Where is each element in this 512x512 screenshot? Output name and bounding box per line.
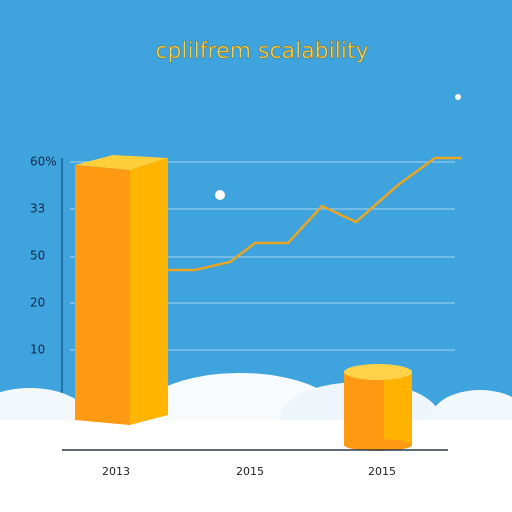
y-axis-labels: 60% 33 50 20 10 — [30, 155, 57, 357]
x-axis-label: 2015 — [236, 465, 264, 478]
x-axis-label: 2015 — [368, 465, 396, 478]
y-axis-label: 60% — [30, 155, 57, 169]
x-axis-label: 2013 — [102, 465, 130, 478]
tall-bar — [75, 155, 168, 425]
y-axis-label: 10 — [30, 343, 45, 357]
x-axis-labels: 2013 2015 2015 — [102, 465, 396, 478]
trend-line — [165, 156, 462, 272]
dot — [215, 190, 225, 200]
dot — [455, 94, 461, 100]
y-axis-label: 33 — [30, 202, 45, 216]
y-axis-label: 50 — [30, 249, 45, 263]
cylinder — [344, 364, 412, 451]
y-axis-label: 20 — [30, 296, 45, 310]
title: cplilfrem scalability — [155, 39, 368, 64]
